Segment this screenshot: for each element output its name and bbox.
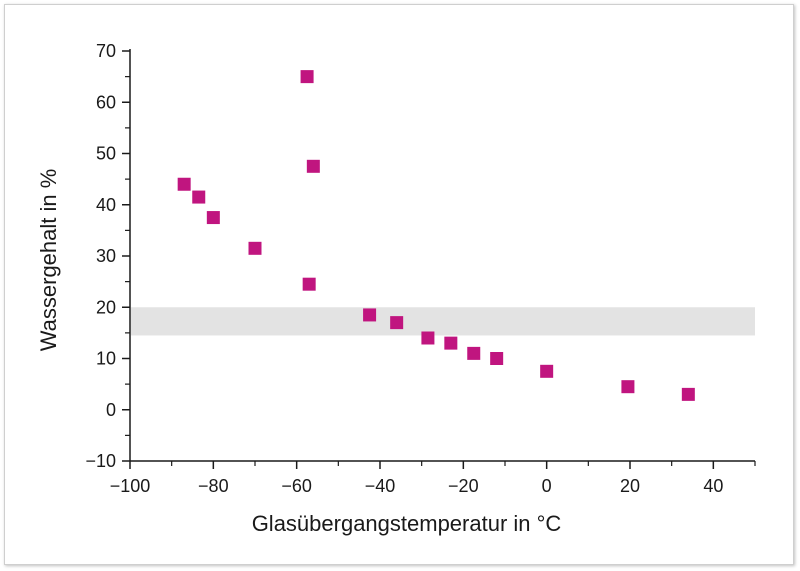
data-points (177, 70, 695, 401)
chart-frame (4, 4, 794, 565)
y-tick-label: 40 (96, 195, 116, 215)
data-point (177, 177, 191, 191)
data-point (467, 346, 481, 360)
x-tick-label: 20 (620, 476, 640, 496)
data-point (248, 241, 262, 255)
y-tick-label: 10 (96, 349, 116, 369)
data-point (421, 331, 435, 345)
x-tick-label: 0 (542, 476, 552, 496)
x-tick-label: −80 (198, 476, 229, 496)
y-axis-label: Wassergehalt in % (36, 169, 61, 352)
x-tick-label: −60 (281, 476, 312, 496)
x-axis-label: Glasübergangstemperatur in °C (252, 511, 562, 536)
data-point (490, 352, 504, 365)
data-point (540, 364, 554, 378)
data-point (681, 387, 695, 401)
data-point (302, 277, 316, 291)
data-point (192, 190, 206, 204)
x-tick-label: −40 (365, 476, 396, 496)
data-point (306, 159, 320, 173)
y-tick-label: 70 (96, 41, 116, 61)
data-point (363, 308, 377, 322)
data-point (300, 70, 314, 84)
x-tick-label: −20 (448, 476, 479, 496)
y-tick-label: 60 (96, 92, 116, 112)
y-tick-label: 50 (96, 144, 116, 164)
y-tick-label: 20 (96, 297, 116, 317)
y-tick-label: 0 (106, 400, 116, 420)
x-tick-label: 40 (703, 476, 723, 496)
data-point (206, 211, 220, 225)
shaded-band (131, 307, 755, 336)
data-point (444, 336, 458, 350)
y-tick-label: 30 (96, 246, 116, 266)
data-point (390, 316, 404, 330)
data-point (621, 380, 635, 394)
x-tick-label: −100 (110, 476, 151, 496)
y-tick-label: −10 (85, 451, 116, 471)
axes (129, 49, 755, 462)
